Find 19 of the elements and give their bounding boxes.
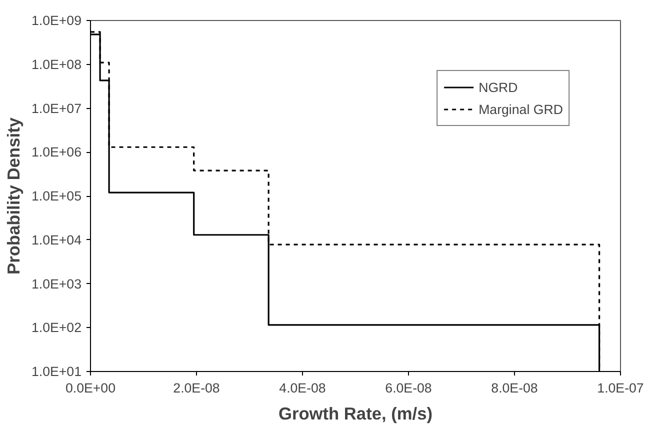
- y-axis-title: Probability Density: [3, 117, 24, 274]
- y-tick-label: 1.0E+08: [31, 56, 82, 72]
- y-tick-label: 1.0E+09: [31, 13, 82, 28]
- legend-label: NGRD: [478, 80, 518, 94]
- y-tick-label: 1.0E+01: [31, 364, 82, 379]
- y-tick-label: 1.0E+02: [31, 320, 82, 336]
- legend-label: Marginal GRD: [478, 102, 563, 116]
- x-tick-label: 1.0E-07: [597, 380, 644, 396]
- y-tick-label: 1.0E+03: [31, 276, 82, 292]
- x-tick-label: 6.0E-08: [385, 380, 432, 396]
- y-tick-label: 1.0E+07: [31, 100, 82, 116]
- y-tick-label: 1.0E+06: [31, 144, 82, 160]
- y-tick-label: 1.0E+04: [31, 232, 82, 248]
- x-tick-label: 0.0E+00: [65, 380, 116, 396]
- x-tick-label: 2.0E-08: [173, 380, 220, 396]
- x-axis-title: Growth Rate, (m/s): [278, 404, 433, 424]
- x-tick-label: 8.0E-08: [491, 380, 538, 396]
- x-tick-label: 4.0E-08: [279, 380, 326, 396]
- y-tick-label: 1.0E+05: [31, 188, 82, 204]
